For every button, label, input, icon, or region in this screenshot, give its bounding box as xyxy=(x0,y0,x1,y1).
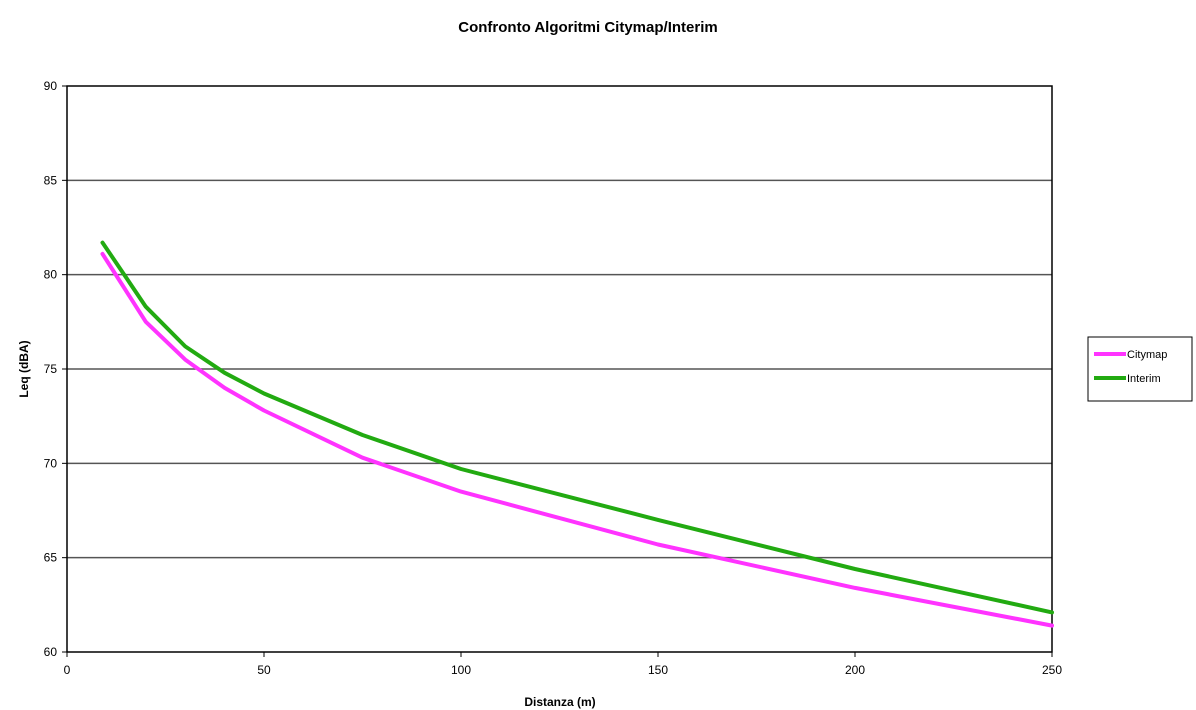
legend-label-interim: Interim xyxy=(1127,373,1161,385)
x-tick-label: 200 xyxy=(845,663,865,677)
series-line-interim xyxy=(100,240,1054,615)
x-axis: 0 50 100 150 200 250 xyxy=(64,652,1062,677)
y-tick-label: 90 xyxy=(44,79,58,93)
y-tick-label: 80 xyxy=(44,268,58,282)
y-tick-label: 75 xyxy=(44,362,58,376)
legend: Citymap Interim xyxy=(1087,336,1193,402)
x-tick-label: 100 xyxy=(451,663,471,677)
y-tick-label: 70 xyxy=(44,456,58,470)
series-line-citymap xyxy=(100,251,1054,628)
x-tick-label: 0 xyxy=(64,663,71,677)
y-axis-label: Leq (dBA) xyxy=(17,340,31,397)
y-axis: 60 65 70 75 80 85 90 xyxy=(44,79,67,659)
y-tick-label: 85 xyxy=(44,173,58,187)
chart-title: Confronto Algoritmi Citymap/Interim xyxy=(458,19,717,36)
legend-label-citymap: Citymap xyxy=(1127,349,1167,361)
x-tick-label: 250 xyxy=(1042,663,1062,677)
series-lines xyxy=(100,240,1054,628)
gridlines xyxy=(67,179,1052,559)
x-axis-label: Distanza (m) xyxy=(524,695,595,709)
legend-box xyxy=(1087,336,1193,402)
x-tick-label: 50 xyxy=(257,663,271,677)
x-tick-label: 150 xyxy=(648,663,668,677)
y-tick-label: 60 xyxy=(44,645,58,659)
y-tick-label: 65 xyxy=(44,551,58,565)
